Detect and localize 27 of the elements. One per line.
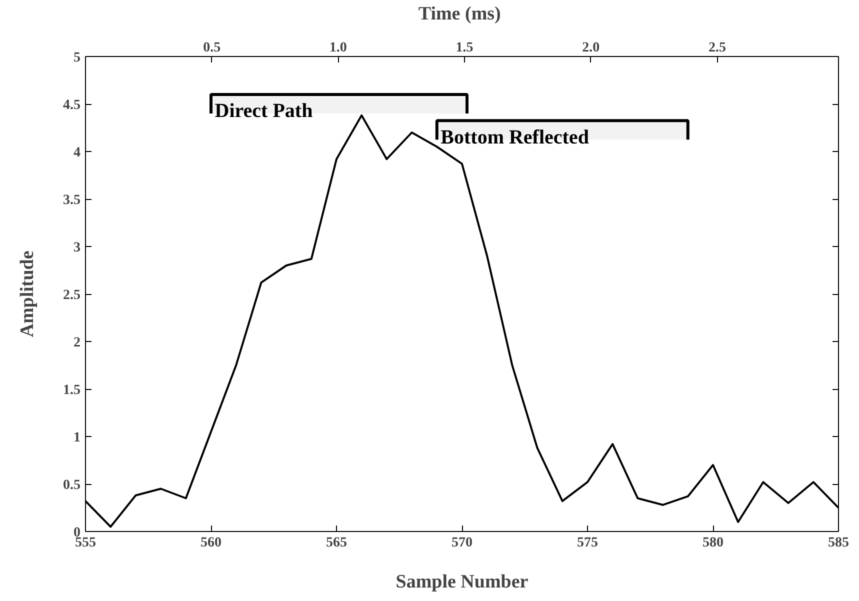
band-label: Bottom Reflected xyxy=(440,126,589,148)
y-tick-label: 5 xyxy=(74,50,80,66)
x-tick-label: 565 xyxy=(326,536,347,550)
y-tick-label: 3.5 xyxy=(63,193,80,208)
x2-axis-title: Time (ms) xyxy=(418,4,501,24)
x-tick-label: 560 xyxy=(200,536,222,550)
y-tick-label: 1.5 xyxy=(63,383,80,398)
y-tick-label: 2 xyxy=(74,336,80,350)
y-tick-label: 4.5 xyxy=(63,98,80,113)
x-axis-title: Sample Number xyxy=(396,572,529,592)
y-tick-label: 4 xyxy=(74,146,80,160)
x-tick-label: 585 xyxy=(828,536,849,550)
y-tick-label: 2.5 xyxy=(63,288,80,303)
x-tick-label: 555 xyxy=(75,536,96,550)
band-label: Direct Path xyxy=(214,100,313,122)
x2-tick-label: 0.5 xyxy=(203,40,221,56)
x-tick-label: 580 xyxy=(702,536,724,550)
x2-tick-label: 2.0 xyxy=(582,40,600,56)
x-tick-label: 570 xyxy=(452,536,472,550)
y-axis-title: Amplitude xyxy=(17,250,38,338)
x2-tick-label: 1.5 xyxy=(456,40,474,56)
y-tick-label: 3 xyxy=(74,240,80,256)
y-tick-label: 1 xyxy=(74,430,80,446)
x-tick-label: 575 xyxy=(577,536,598,550)
x2-tick-label: 1.0 xyxy=(329,40,347,56)
y-tick-label: 0.5 xyxy=(63,478,80,493)
x2-tick-label: 2.5 xyxy=(708,40,726,56)
